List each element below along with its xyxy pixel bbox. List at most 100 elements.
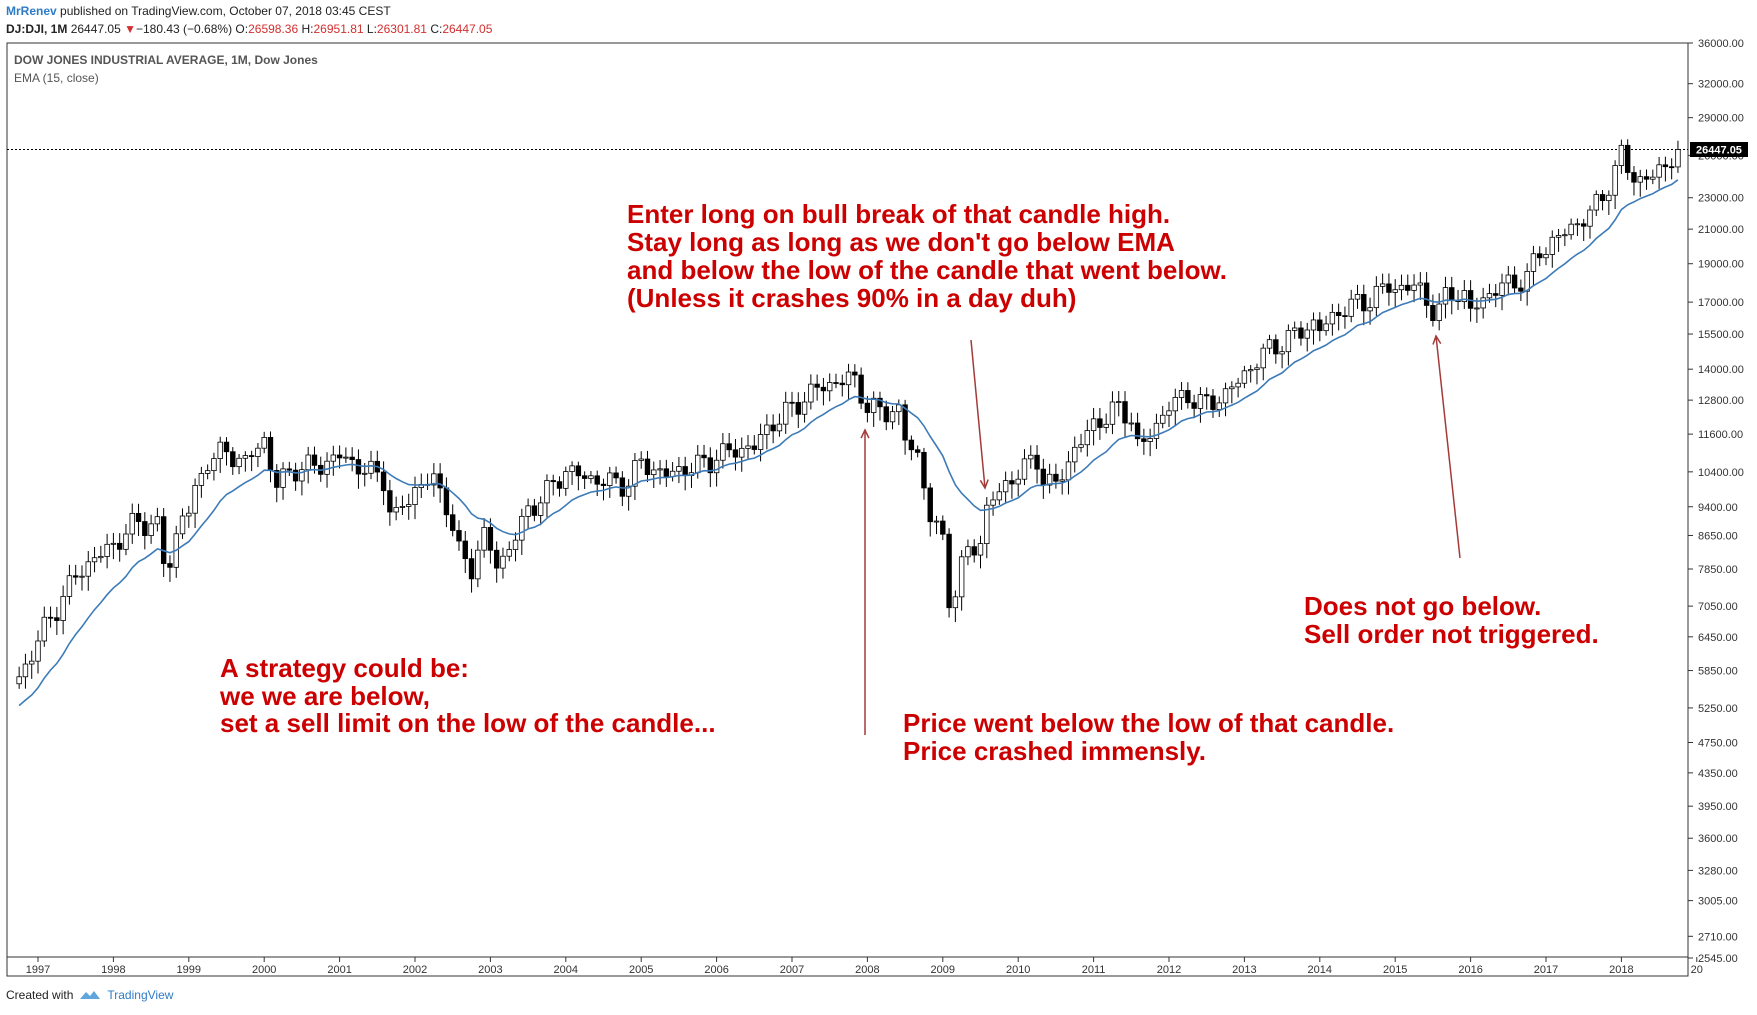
candle-body [870, 397, 877, 413]
candle-body [349, 456, 355, 460]
candle-body [506, 549, 512, 557]
candle-body [1122, 401, 1128, 424]
candle-body [110, 542, 117, 545]
close-label: C: [430, 22, 443, 36]
candle-body [1461, 290, 1468, 302]
candle-body [814, 383, 820, 388]
candle-body [393, 507, 399, 513]
candle-body [1147, 438, 1153, 442]
candle-body [211, 458, 217, 472]
candle-body [1474, 307, 1480, 310]
candle-body [1310, 319, 1317, 331]
candle-body [1197, 394, 1204, 409]
candle-body [563, 471, 569, 489]
candle-body [638, 458, 644, 461]
candle-body [487, 527, 494, 551]
tradingview-link[interactable]: TradingView [107, 988, 174, 1002]
created-with-label: Created with [6, 988, 74, 1002]
candle-body [940, 520, 946, 535]
annotation-text: set a sell limit on the low of the candl… [220, 708, 716, 738]
annotation-text: A strategy could be: [220, 653, 469, 683]
candle-body [864, 402, 871, 413]
author-link[interactable]: MrRenev [6, 4, 57, 18]
candle-body [977, 543, 984, 556]
x-tick-label: 2007 [780, 964, 804, 976]
annotation-text: Sell order not triggered. [1304, 619, 1599, 649]
candle-body [839, 382, 845, 386]
candle-body [1266, 339, 1273, 349]
candle-body [1178, 390, 1185, 398]
tradingview-logo-icon [80, 991, 101, 999]
candle-body [242, 455, 249, 459]
y-tick-label: 29000.00 [1698, 113, 1744, 125]
candle-body [343, 456, 349, 459]
annotation-entry: Enter long on bull break of that candle … [627, 199, 1227, 313]
last-price-badge: 26447.05 [1690, 142, 1748, 158]
candle-body [493, 549, 500, 569]
candle-body [248, 455, 255, 457]
candle-body [129, 512, 135, 535]
candle-body [644, 458, 651, 476]
candle-body [651, 469, 657, 476]
candle-body [1423, 282, 1430, 306]
candle-body [1631, 172, 1637, 183]
annotation-arrowhead-icon [979, 479, 989, 490]
candle-body [47, 616, 54, 619]
candle-body [1480, 297, 1486, 309]
candle-body [1493, 293, 1499, 296]
candle-body [1141, 438, 1147, 442]
candle-body [1436, 303, 1442, 321]
candle-body [1568, 223, 1574, 236]
candle-body [581, 475, 588, 479]
candle-body [449, 514, 456, 531]
candle-body [820, 386, 827, 392]
x-tick-label: 2008 [855, 964, 879, 976]
annotation-text: Price crashed immensly. [903, 736, 1206, 766]
candle-body [104, 543, 110, 557]
y-tick-label: 7850.00 [1698, 564, 1738, 576]
ohlc-legend: DJ:DJI, 1M 26447.05 ▼−180.43 (−0.68%) O:… [6, 21, 492, 38]
candle-body [625, 485, 632, 497]
candle-body [255, 447, 261, 457]
candle-body [1411, 284, 1417, 291]
y-tick-label: 10400.00 [1698, 467, 1744, 479]
candle-body [462, 540, 468, 560]
y-tick-label: 3950.00 [1698, 801, 1738, 813]
x-tick-label: 2002 [403, 964, 427, 976]
candle-body [41, 616, 47, 642]
price-axis: 36000.0032000.0029000.0026000.0023000.00… [1688, 38, 1744, 965]
candle-body [764, 424, 770, 435]
candle-body [1229, 386, 1235, 390]
candle-body [1668, 166, 1675, 169]
candle-body [1172, 397, 1178, 412]
candle-body [751, 445, 757, 450]
candle-body [66, 575, 73, 597]
candle-body [1109, 401, 1116, 425]
candle-body [1078, 444, 1084, 448]
candle-body [1486, 293, 1493, 299]
x-tick-label: 2000 [252, 964, 276, 976]
x-tick-label: 2012 [1157, 964, 1181, 976]
candle-body [154, 516, 161, 525]
last-price-badge-text: 26447.05 [1696, 145, 1742, 157]
x-tick-label: 20 [1691, 964, 1703, 976]
annotation-arrow-shaft [970, 339, 986, 489]
candle-body [877, 397, 883, 408]
candle-body [1574, 223, 1581, 226]
candle-body [1254, 367, 1260, 370]
candle-body [1599, 194, 1606, 202]
y-tick-label: 36000.00 [1698, 38, 1744, 50]
candle-body [1291, 327, 1298, 331]
candle-body [1015, 478, 1021, 485]
candle-body [1518, 287, 1524, 292]
x-tick-label: 2015 [1383, 964, 1407, 976]
candle-body [588, 475, 594, 479]
candle-body [1650, 176, 1656, 180]
candle-body [833, 382, 839, 384]
candle-body [1009, 480, 1015, 485]
candle-body [1624, 144, 1631, 173]
candle-body [946, 533, 952, 609]
candle-body [456, 530, 462, 542]
candle-body [801, 401, 808, 415]
